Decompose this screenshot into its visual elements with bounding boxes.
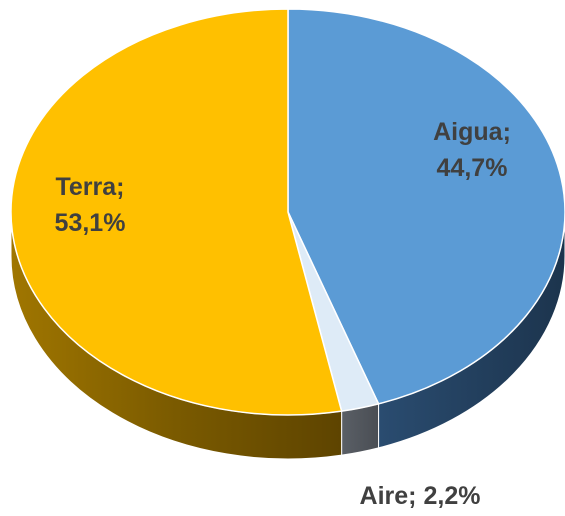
label-separator: ; bbox=[116, 173, 124, 201]
label-category: Aigua bbox=[433, 118, 504, 146]
label-category: Aire bbox=[360, 482, 409, 510]
label-value: 53,1% bbox=[55, 209, 126, 237]
label-separator: ; bbox=[503, 118, 511, 146]
label-value: 2,2% bbox=[423, 482, 480, 510]
label-separator: ; bbox=[408, 482, 416, 510]
label-value: 44,7% bbox=[437, 154, 508, 182]
pie-slice bbox=[287, 8, 565, 405]
pie-side bbox=[341, 403, 380, 456]
data-label: Terra; 53,1% bbox=[55, 173, 126, 237]
pie-slice bbox=[10, 8, 343, 416]
data-label: Aire; 2,2% bbox=[360, 482, 481, 510]
data-label: Aigua; 44,7% bbox=[433, 118, 511, 182]
label-category: Terra bbox=[55, 173, 117, 201]
